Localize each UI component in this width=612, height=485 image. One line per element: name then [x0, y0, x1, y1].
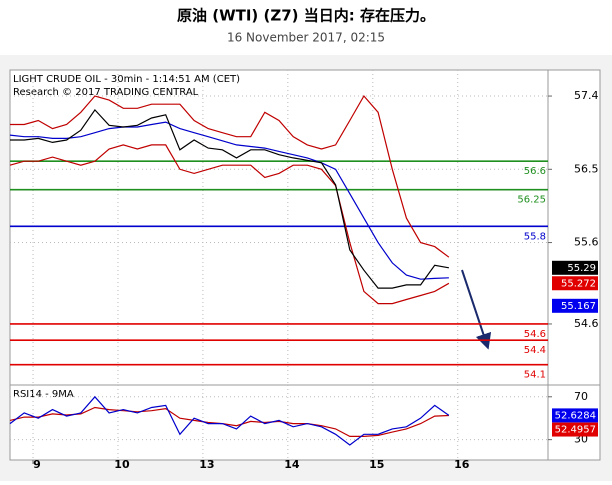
level-label: 54.6 [524, 329, 546, 340]
chart-frame [9, 69, 601, 461]
value-badge [552, 298, 598, 313]
plot: 57.4 56.5 55.6 54.6 56.6 56.25 55.8 54.6 54.4 54.… [9, 70, 599, 471]
value-badge [552, 422, 598, 437]
level-label: 56.6 [524, 166, 546, 177]
x-tick-label: 16 [454, 458, 470, 471]
value-badge-label: 55.272 [561, 278, 596, 289]
y-tick-label: 70 [574, 390, 588, 403]
value-badge [552, 408, 598, 423]
level-label: 54.4 [524, 345, 546, 356]
series-line [9, 144, 450, 305]
annotation: Research © 2017 TRADING CENTRAL [13, 87, 199, 98]
x-tick-label: 10 [114, 458, 130, 471]
chart-subtitle: 16 November 2017, 02:15 [227, 31, 385, 45]
value-badge [552, 260, 598, 275]
series-line [10, 108, 450, 289]
forecast-arrow [461, 269, 492, 350]
y-tick-label: 57.4 [574, 89, 599, 102]
value-badge-label: 52.6284 [555, 410, 596, 421]
annotation: LIGHT CRUDE OIL - 30min - 1:14:51 AM (CE… [13, 74, 240, 85]
y-tick-label: 54.6 [574, 317, 599, 330]
annotation: RSI14 - 9MA [13, 389, 74, 400]
value-badge-label: 52.4957 [555, 425, 596, 436]
series-line [9, 406, 449, 437]
x-tick-label: 14 [284, 458, 300, 471]
value-badge-label: 55.167 [561, 301, 596, 312]
value-badge [552, 276, 598, 291]
x-tick-label: 15 [369, 458, 384, 471]
x-tick-label: 9 [33, 458, 41, 471]
series-line [9, 395, 450, 446]
series-line [9, 121, 449, 280]
y-tick-label: 56.5 [574, 162, 599, 175]
y-tick-label: 55.6 [574, 236, 599, 249]
value-badge-label: 55.29 [567, 263, 596, 274]
level-label: 55.8 [524, 231, 546, 242]
chart-title: 原油 (WTI) (Z7) 当日内: 存在压力。 [177, 7, 435, 25]
x-tick-label: 13 [199, 458, 214, 471]
level-label: 56.25 [517, 195, 546, 206]
series-line [10, 94, 450, 258]
level-label: 54.1 [524, 370, 546, 381]
